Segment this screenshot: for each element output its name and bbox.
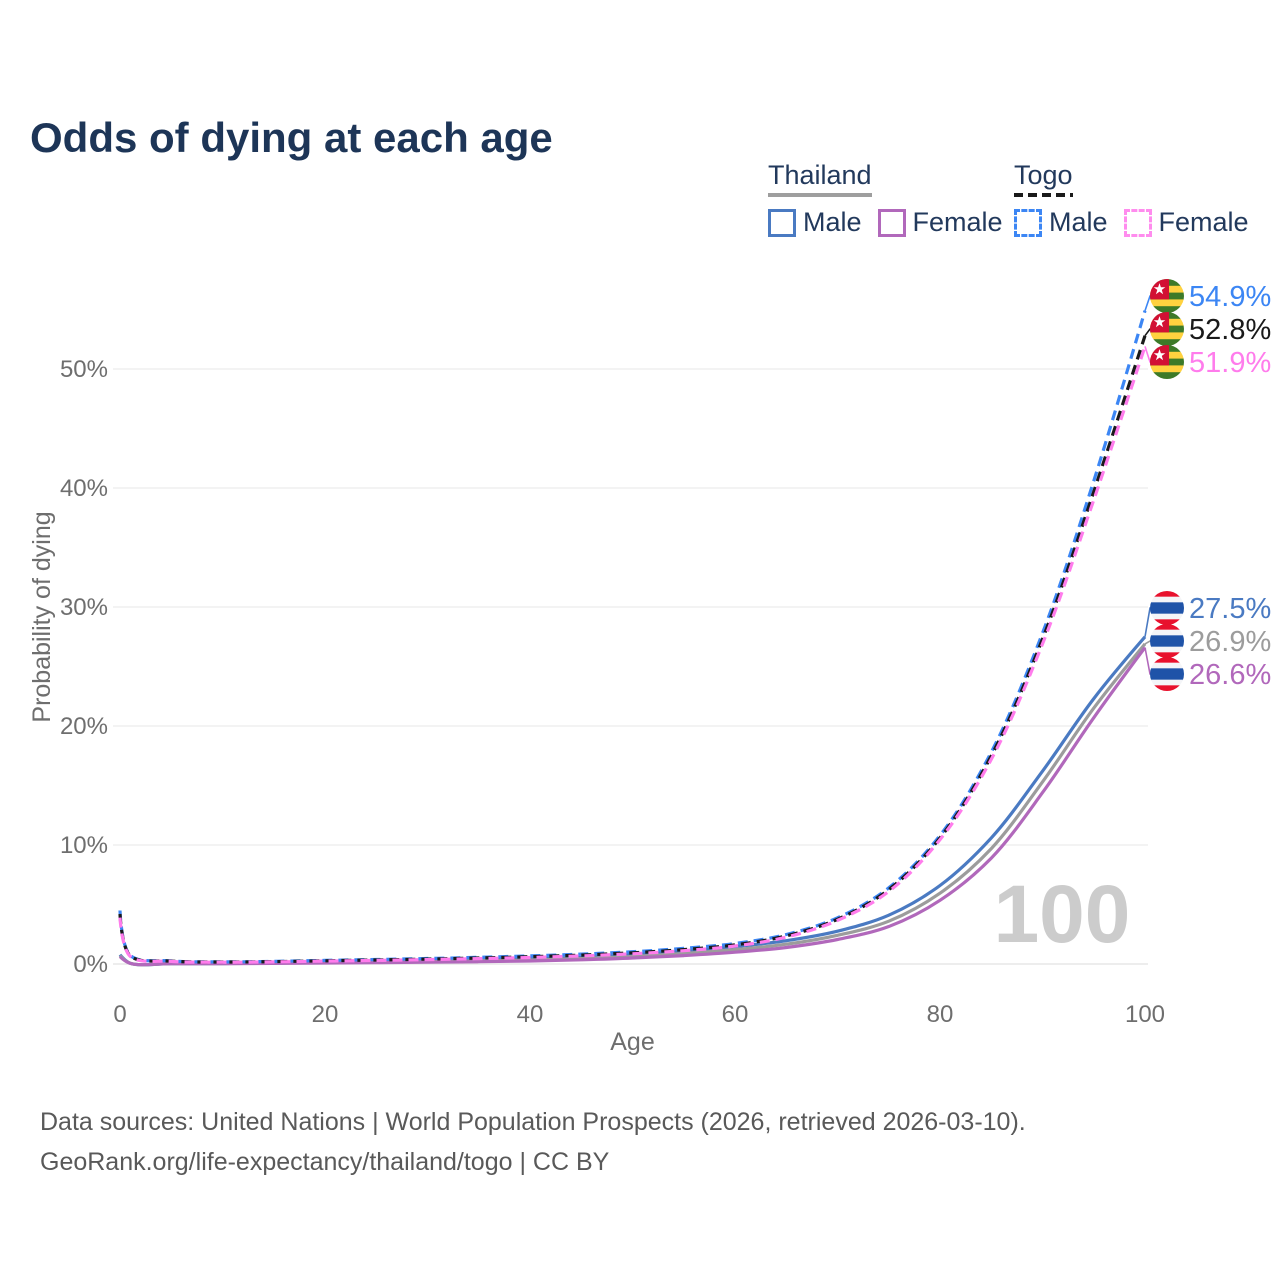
- legend-item-thailand-male-label: Male: [803, 207, 862, 237]
- thailand-flag-icon: [1150, 657, 1184, 691]
- legend-country-thailand-label: Thailand: [768, 160, 872, 190]
- x-tick-label: 40: [517, 1001, 544, 1028]
- y-tick-label: 30%: [60, 594, 108, 621]
- end-value-label: 54.9%: [1189, 281, 1271, 313]
- thailand-flag-icon: [1150, 624, 1184, 658]
- end-value-label: 51.9%: [1189, 347, 1271, 379]
- series-line-thailand-male[interactable]: [118, 635, 1147, 967]
- series-line-togo-male[interactable]: [118, 310, 1147, 964]
- legend-item-thailand-female[interactable]: Female: [877, 207, 1003, 238]
- footer-line-1: Data sources: United Nations | World Pop…: [40, 1108, 1026, 1136]
- end-value-label: 27.5%: [1189, 593, 1271, 625]
- x-axis-title: Age: [610, 1028, 654, 1056]
- y-tick-label: 20%: [60, 713, 108, 740]
- end-value-label: 26.6%: [1189, 659, 1271, 691]
- togo-flag-icon: [1150, 279, 1184, 313]
- legend-group-togo: Togo Male Female: [1014, 161, 1249, 238]
- x-tick-label: 0: [113, 1001, 126, 1028]
- legend-item-thailand-female-label: Female: [912, 207, 1003, 237]
- legend-item-togo-female[interactable]: Female: [1123, 207, 1249, 238]
- series-line-thailand-both-sexes[interactable]: [118, 642, 1147, 967]
- series-line-thailand-female[interactable]: [118, 646, 1147, 967]
- thailand-flag-icon: [1150, 591, 1184, 625]
- togo-male-swatch: [1014, 208, 1042, 237]
- thailand-male-swatch: [768, 208, 796, 237]
- legend-item-togo-female-label: Female: [1158, 207, 1249, 237]
- y-tick-label: 40%: [60, 475, 108, 502]
- legend-item-togo-male-label: Male: [1049, 207, 1108, 237]
- thailand-linestyle-swatch: [768, 193, 872, 197]
- data-source-footer: Data sources: United Nations | World Pop…: [40, 1102, 1026, 1182]
- y-tick-label: 10%: [60, 832, 108, 859]
- footer-line-2: GeoRank.org/life-expectancy/thailand/tog…: [40, 1148, 610, 1176]
- x-tick-label: 80: [927, 1001, 954, 1028]
- chart-canvas: 0% 10% 20% 30% 40% 50% 0 20 40 60 80 100 Age Probabil…: [28, 279, 1271, 1056]
- end-value-label: 26.9%: [1189, 626, 1271, 658]
- legend-country-togo-label: Togo: [1014, 160, 1073, 190]
- togo-flag-icon: [1150, 345, 1184, 379]
- x-tick-label: 100: [1125, 1001, 1165, 1028]
- thailand-female-swatch: [877, 208, 906, 237]
- togo-female-swatch: [1123, 208, 1152, 237]
- x-tick-label: 60: [722, 1001, 749, 1028]
- series-line-togo-both-sexes[interactable]: [118, 335, 1147, 964]
- watermark: 100: [994, 869, 1131, 960]
- y-tick-label: 50%: [60, 356, 108, 383]
- togo-flag-icon: [1150, 312, 1184, 346]
- page-title: Odds of dying at each age: [30, 114, 553, 162]
- series-line-togo-female[interactable]: [118, 345, 1147, 964]
- legend-item-thailand-male[interactable]: Male: [768, 207, 862, 238]
- legend-group-thailand: Thailand Male Female: [768, 161, 1003, 238]
- legend-country-thailand[interactable]: Thailand: [768, 161, 872, 197]
- togo-linestyle-swatch: [1014, 193, 1073, 197]
- y-axis-title: Probability of dying: [28, 511, 56, 722]
- legend-country-togo[interactable]: Togo: [1014, 161, 1073, 197]
- end-value-label: 52.8%: [1189, 314, 1271, 346]
- legend-item-togo-male[interactable]: Male: [1014, 207, 1108, 238]
- x-tick-label: 20: [312, 1001, 339, 1028]
- y-tick-label: 0%: [73, 951, 108, 978]
